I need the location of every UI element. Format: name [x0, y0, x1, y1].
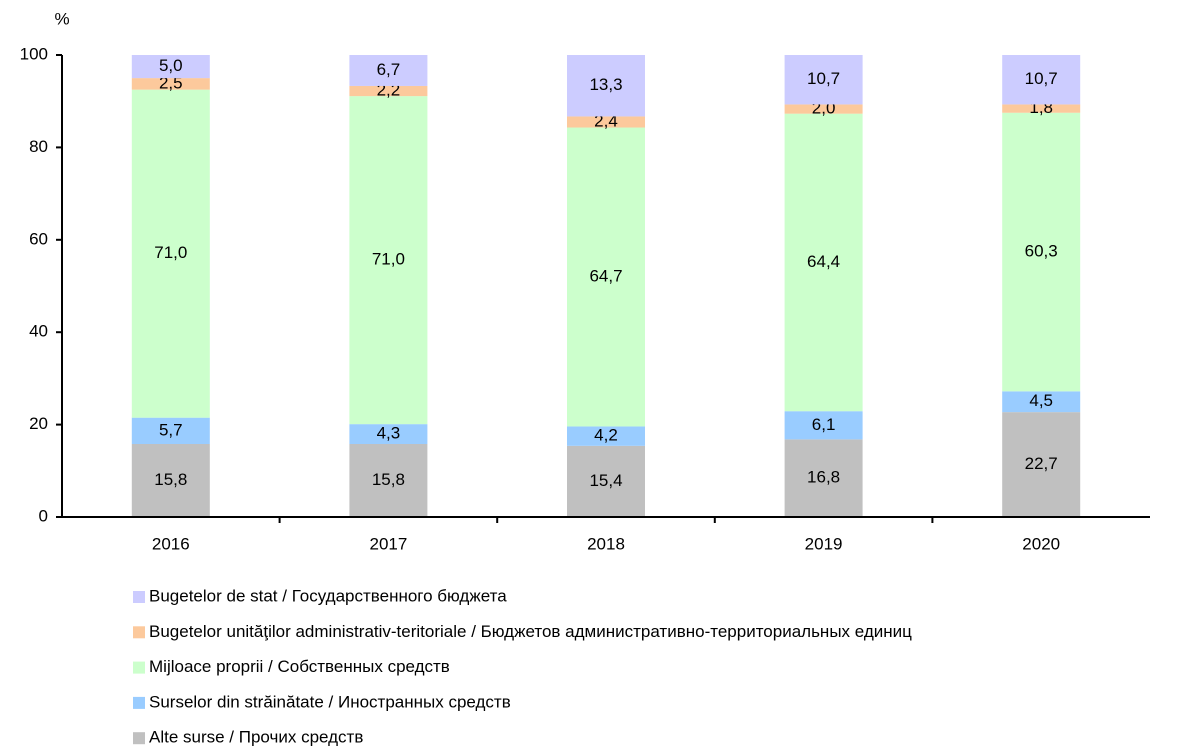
legend-swatch	[133, 732, 145, 745]
bar-segment	[349, 424, 428, 445]
y-tick-label: 40	[29, 322, 48, 341]
legend-label: Alte surse / Прочих средств	[149, 728, 363, 747]
y-tick-label: 60	[29, 229, 48, 248]
bar-segment	[784, 439, 863, 517]
legend-swatch	[133, 591, 145, 603]
legend-label: Bugetelor de stat / Государственного бюд…	[149, 586, 507, 605]
bar-segment	[131, 417, 210, 445]
bar-segment	[349, 85, 428, 97]
bar-segment	[349, 444, 428, 517]
bar-segment	[349, 96, 428, 425]
bar-segment	[131, 78, 210, 90]
legend-swatch	[133, 696, 145, 709]
bar-segment	[784, 104, 863, 114]
bar-segment	[1002, 55, 1081, 105]
bar-segment	[1002, 391, 1081, 413]
x-tick-label: 2018	[587, 534, 625, 553]
bar-segment	[131, 89, 210, 418]
data-label: 13,3	[589, 75, 622, 94]
data-label: 60,3	[1025, 242, 1058, 261]
data-label: 5,0	[159, 56, 183, 75]
data-label: 16,8	[807, 468, 840, 487]
data-label: 4,3	[377, 424, 401, 443]
bar-segment	[349, 55, 428, 86]
data-label: 15,8	[154, 470, 187, 489]
bar-segment	[1002, 112, 1081, 392]
bar-segment	[567, 55, 645, 117]
y-tick-label: 80	[29, 137, 48, 156]
data-label: 71,0	[154, 243, 187, 262]
data-label: 15,8	[372, 470, 405, 489]
data-label: 22,7	[1025, 454, 1058, 473]
bar-segment	[567, 445, 645, 517]
x-tick-label: 2020	[1022, 534, 1060, 553]
data-label: 64,4	[807, 252, 840, 271]
data-label: 15,4	[589, 471, 622, 490]
x-tick-label: 2016	[152, 534, 190, 553]
bar-segment	[567, 116, 645, 128]
y-axis-label: %	[54, 9, 69, 28]
x-tick-label: 2017	[369, 534, 407, 553]
data-label: 4,2	[594, 426, 618, 445]
data-label: 10,7	[807, 69, 840, 88]
bar-segment	[131, 55, 210, 79]
legend-label: Surselor din străinătate / Иностранных с…	[149, 692, 511, 711]
y-tick-label: 0	[39, 506, 48, 525]
data-label: 6,7	[377, 60, 401, 79]
legend-label: Mijloace proprii / Собственных средств	[149, 657, 450, 676]
data-label: 6,1	[812, 415, 836, 434]
bar-segment	[567, 426, 645, 446]
legend-swatch	[133, 626, 145, 639]
y-tick-label: 20	[29, 414, 48, 433]
bar-segment	[784, 55, 863, 105]
bar-segment	[784, 411, 863, 440]
data-label: 64,7	[589, 266, 622, 285]
legend-swatch	[133, 661, 145, 674]
bar-segment	[567, 127, 645, 427]
data-label: 10,7	[1025, 69, 1058, 88]
data-label: 4,5	[1029, 391, 1053, 410]
bar-segment	[1002, 104, 1081, 113]
data-label: 71,0	[372, 250, 405, 269]
bar-segment	[784, 113, 863, 412]
data-label: 2,5	[159, 73, 183, 92]
legend-label: Bugetelor unităţilor administrativ-terit…	[149, 622, 912, 641]
bar-segment	[131, 444, 210, 517]
y-tick-label: 100	[20, 44, 48, 63]
data-label: 5,7	[159, 420, 183, 439]
bar-segment	[1002, 412, 1081, 517]
x-tick-label: 2019	[805, 534, 843, 553]
